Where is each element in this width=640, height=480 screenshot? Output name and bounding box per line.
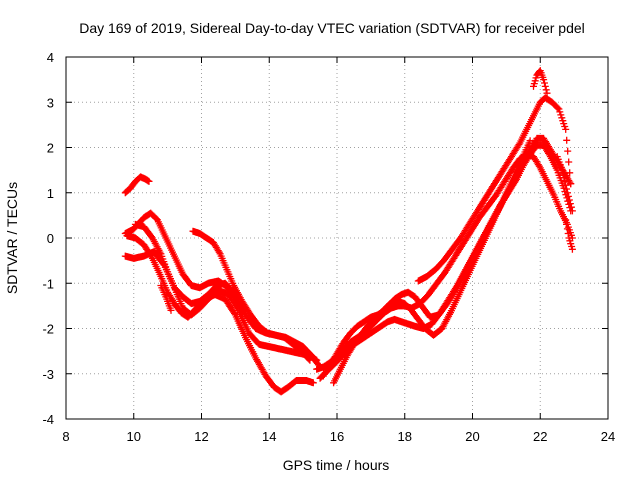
data-point bbox=[313, 356, 321, 364]
y-tick-label: -1 bbox=[42, 276, 54, 291]
data-point bbox=[564, 230, 572, 237]
data-point bbox=[312, 356, 320, 363]
data-point bbox=[309, 379, 317, 387]
data-point bbox=[567, 180, 575, 188]
data-point bbox=[566, 169, 574, 177]
data-point bbox=[568, 207, 576, 215]
axis-ticks bbox=[65, 56, 609, 420]
data-point bbox=[541, 79, 548, 87]
x-tick-label: 12 bbox=[194, 429, 208, 444]
data-point bbox=[563, 136, 571, 144]
series-arc12 bbox=[414, 94, 575, 285]
y-tick-label: 1 bbox=[47, 186, 54, 201]
data-point bbox=[554, 104, 562, 112]
data-point bbox=[565, 196, 573, 204]
y-tick-label: -2 bbox=[42, 322, 54, 337]
series-arc15 bbox=[562, 216, 576, 253]
x-tick-label: 20 bbox=[465, 429, 479, 444]
data-point bbox=[562, 216, 570, 224]
y-axis-label: SDTVAR / TECUs bbox=[4, 182, 20, 294]
data-point bbox=[215, 248, 223, 256]
series-arc7 bbox=[189, 227, 314, 364]
data-point bbox=[562, 181, 570, 189]
data-point bbox=[556, 108, 564, 116]
x-tick-label: 16 bbox=[330, 429, 344, 444]
data-point bbox=[566, 178, 574, 186]
y-tick-label: 3 bbox=[47, 95, 54, 110]
data-point bbox=[306, 356, 314, 364]
data-point bbox=[305, 355, 313, 363]
data-point bbox=[563, 220, 570, 228]
x-tick-label: 10 bbox=[127, 429, 141, 444]
data-point bbox=[565, 158, 573, 166]
x-tick-label: 18 bbox=[398, 429, 412, 444]
series-arc4 bbox=[123, 232, 317, 396]
x-tick-label: 24 bbox=[601, 429, 615, 444]
data-point bbox=[562, 125, 570, 133]
data-point bbox=[167, 306, 175, 314]
series-arc6 bbox=[157, 282, 175, 314]
y-tick-label: -4 bbox=[42, 412, 54, 427]
y-tick-labels: 4 3 2 1 0 -1 -2 -3 -4 bbox=[42, 50, 54, 427]
data-point bbox=[540, 76, 548, 84]
data-point bbox=[558, 166, 566, 174]
series-arc13 bbox=[530, 67, 551, 97]
data-point bbox=[145, 177, 153, 185]
x-tick-label: 8 bbox=[62, 429, 69, 444]
data-point bbox=[564, 147, 572, 155]
data-point bbox=[542, 86, 550, 94]
y-tick-label: 4 bbox=[47, 50, 54, 65]
data-point bbox=[543, 89, 551, 97]
y-tick-label: 2 bbox=[47, 141, 54, 156]
chart-title: Day 169 of 2019, Sidereal Day-to-day VTE… bbox=[79, 20, 585, 36]
data-point bbox=[566, 200, 574, 208]
x-tick-labels: 8 10 12 14 16 18 20 22 24 bbox=[62, 429, 615, 444]
series-arc1 bbox=[121, 173, 153, 197]
data-point bbox=[563, 185, 570, 193]
data-point bbox=[568, 245, 576, 253]
y-tick-label: -3 bbox=[42, 367, 54, 382]
series-arc3 bbox=[121, 248, 321, 364]
data-point bbox=[541, 82, 549, 90]
series-arc14 bbox=[553, 153, 576, 215]
data-point bbox=[234, 305, 242, 313]
x-tick-label: 22 bbox=[533, 429, 547, 444]
data-point bbox=[563, 189, 571, 197]
data-point bbox=[563, 225, 571, 233]
data-point bbox=[559, 170, 567, 178]
series-arc5 bbox=[131, 220, 238, 308]
data-point bbox=[567, 203, 575, 211]
data-points bbox=[121, 67, 576, 396]
x-tick-label: 14 bbox=[262, 429, 276, 444]
data-point bbox=[560, 174, 568, 182]
y-tick-label: 0 bbox=[47, 231, 54, 246]
x-axis-label: GPS time / hours bbox=[283, 457, 390, 473]
data-point bbox=[564, 192, 572, 200]
data-point bbox=[561, 177, 569, 185]
